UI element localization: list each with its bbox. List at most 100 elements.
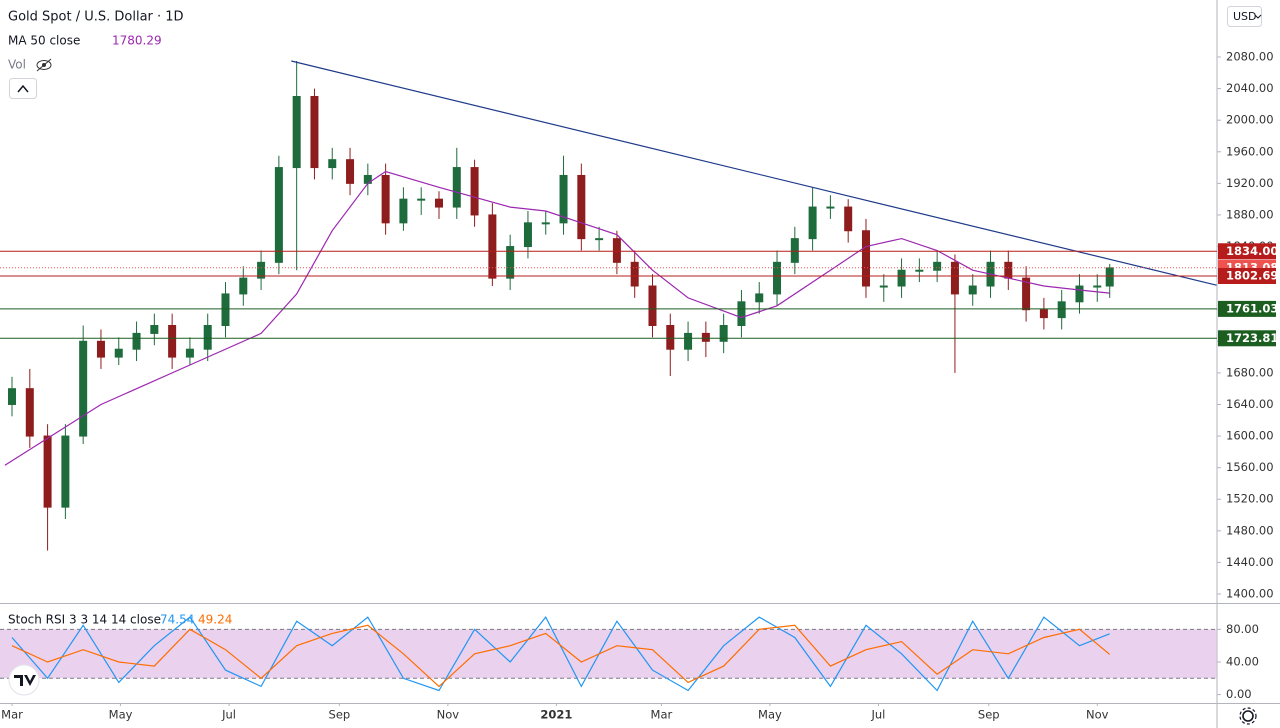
candle-body [221, 293, 230, 327]
logo [8, 664, 40, 696]
y-tick-label: 1680.00 [1226, 365, 1274, 379]
candle-body [844, 206, 853, 232]
y-tick-label: 2040.00 [1226, 81, 1274, 95]
candle-body [933, 261, 942, 271]
y-tick-label: 1560.00 [1226, 460, 1274, 474]
candle-body [1093, 285, 1102, 288]
candle-body [452, 167, 461, 208]
settings-icon[interactable] [1239, 707, 1257, 725]
visibility-icon[interactable] [36, 58, 52, 72]
candle-body [96, 340, 105, 358]
plot-layer: Mar May Jul Sep Nov 2021 Mar May Jul Sep Nov 1400.0… [0, 50, 1278, 722]
candle-body [879, 285, 888, 288]
candle-body [1075, 285, 1084, 303]
candle-body [114, 348, 123, 358]
chart-title: Gold Spot / U.S. Dollar · 1D [8, 10, 184, 25]
candle-body [488, 214, 497, 279]
candle-body [257, 261, 266, 279]
level-label: 1723.81 [1226, 331, 1278, 345]
collapse-button[interactable] [9, 78, 37, 99]
candle-body [434, 198, 443, 208]
y-tick-label: 0.00 [1226, 687, 1252, 701]
level-label-box [1218, 243, 1276, 260]
candle-body [1057, 301, 1066, 319]
volume-label: Vol [8, 58, 26, 72]
candle-body [61, 435, 70, 508]
candle-body [1039, 309, 1048, 319]
stoch-line [11, 624, 1111, 688]
y-tick-label: 1920.00 [1226, 176, 1274, 190]
candle-body [417, 198, 426, 201]
stoch-label: Stoch RSI 3 3 14 14 close [8, 613, 161, 627]
candle-body [185, 348, 194, 358]
currency-label: USD [1233, 10, 1257, 23]
candle-body [168, 325, 177, 358]
x-tick-label: May [109, 708, 133, 722]
candle-body [381, 174, 390, 224]
candle-body [239, 277, 248, 295]
y-tick-label: 1440.00 [1226, 555, 1274, 569]
y-tick-label: 40.00 [1226, 654, 1259, 668]
ma-line [4, 170, 1110, 466]
candle-body [8, 388, 17, 405]
candle-body [897, 269, 906, 287]
y-tick-label: 2080.00 [1226, 50, 1274, 64]
candle-body [25, 388, 34, 437]
candle-body [559, 174, 568, 224]
candle-body [648, 285, 657, 327]
ma-label: MA 50 close [8, 34, 80, 48]
y-tick-label: 1600.00 [1226, 429, 1274, 443]
candle-body [541, 222, 550, 225]
ma-value: 1780.29 [112, 34, 162, 48]
x-tick-label: Mar [1, 708, 23, 722]
currency-button[interactable]: USD [1227, 6, 1262, 27]
candle-body [346, 159, 355, 184]
y-tick-label: 1640.00 [1226, 397, 1274, 411]
candle-body [523, 222, 532, 248]
stoch-k-value: 74.54 [160, 613, 194, 627]
y-tick-label: 80.00 [1226, 622, 1259, 636]
level-label: 1834.00 [1226, 244, 1278, 258]
x-tick-label: May [758, 708, 782, 722]
stoch-d-value: 49.24 [198, 613, 232, 627]
x-tick-label: 2021 [540, 708, 572, 722]
candle-body [43, 435, 52, 508]
candle-body [399, 198, 408, 224]
candle-body [737, 301, 746, 327]
candle-body [719, 325, 728, 342]
x-tick-label: Nov [437, 708, 460, 722]
candle-body [684, 332, 693, 350]
candle-body [595, 238, 604, 241]
candle-body [861, 230, 870, 287]
candle-body [968, 285, 977, 295]
x-tick-label: Jul [870, 708, 885, 722]
level-label: 1761.03 [1226, 301, 1278, 315]
level-label-box [1218, 330, 1276, 347]
candle-body [630, 261, 639, 287]
x-tick-label: Mar [651, 708, 673, 722]
x-tick-label: Sep [329, 708, 351, 722]
trendline [291, 60, 1217, 286]
stoch-line [11, 615, 1110, 692]
candle-body [79, 340, 88, 437]
x-tick-label: Sep [978, 708, 1000, 722]
level-label: 1802.69 [1226, 269, 1278, 283]
candle-body [755, 293, 764, 303]
candle-body [150, 325, 159, 334]
x-tick-label: Nov [1086, 708, 1109, 722]
y-tick-label: 1880.00 [1226, 207, 1274, 221]
candle-body [773, 261, 782, 295]
level-label-box [1218, 300, 1276, 317]
candle-body [950, 261, 959, 295]
candle-body [132, 332, 141, 350]
y-tick-label: 1480.00 [1226, 523, 1274, 537]
candle-body [203, 325, 212, 350]
candle-body [310, 95, 319, 169]
y-tick-label: 1960.00 [1226, 144, 1274, 158]
level-label-box [1218, 268, 1276, 285]
y-tick-label: 1520.00 [1226, 492, 1274, 506]
candle-body [1105, 267, 1114, 287]
